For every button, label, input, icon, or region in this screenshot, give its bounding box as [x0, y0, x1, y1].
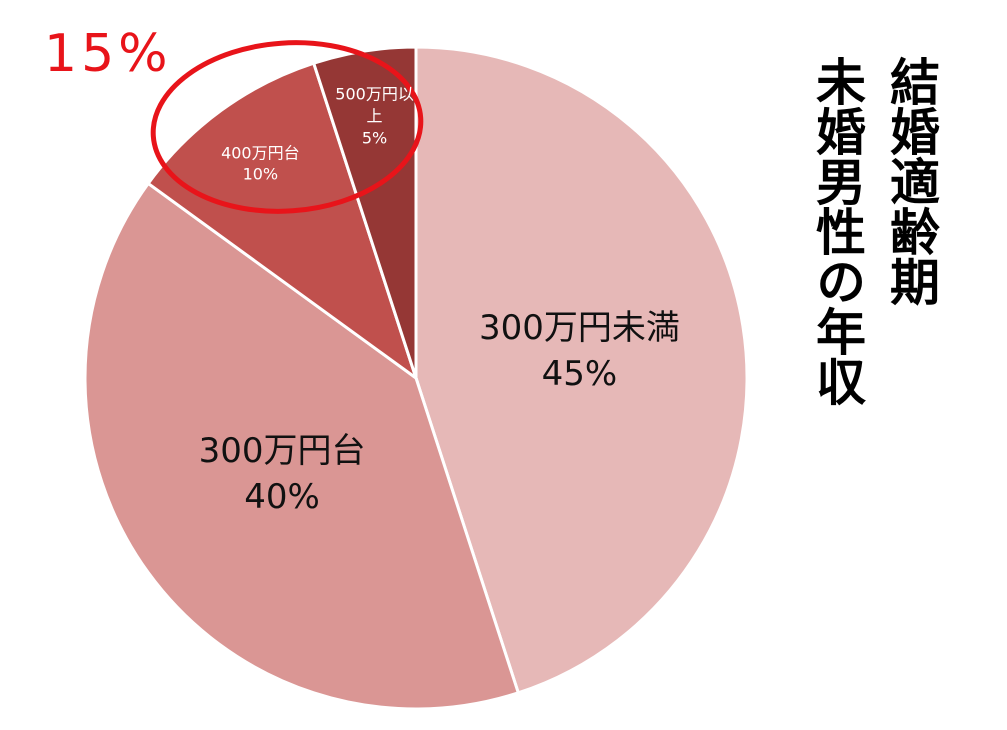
chart-title: 結婚適齢期 未婚男性の年収	[800, 56, 948, 406]
title-column: 未婚男性の年収	[808, 56, 867, 406]
pie-slice	[146, 61, 419, 382]
pie-slice	[311, 45, 418, 379]
category-label: 300万円未満	[479, 308, 680, 349]
category-label: 300万円台	[198, 431, 366, 472]
value-label: 40%	[244, 477, 320, 518]
value-label: 45%	[541, 354, 618, 395]
value-label: 10%	[242, 164, 279, 184]
category-label: 500万円以上	[335, 85, 414, 126]
category-label: 400万円台	[221, 143, 300, 163]
slice-label: 300万円台 40%	[199, 429, 366, 521]
slice-label: 500万円以上 5%	[334, 84, 416, 149]
title-column: 結婚適齢期	[882, 56, 941, 306]
slice-label: 400万円台 10%	[219, 142, 301, 185]
highlight-ellipse	[150, 40, 424, 214]
annotation: 15%	[44, 24, 172, 84]
value-label: 5%	[361, 128, 388, 148]
pie-slice	[414, 45, 749, 695]
pie-slice	[83, 181, 521, 711]
slice-label: 300万円未満 45%	[479, 306, 680, 398]
